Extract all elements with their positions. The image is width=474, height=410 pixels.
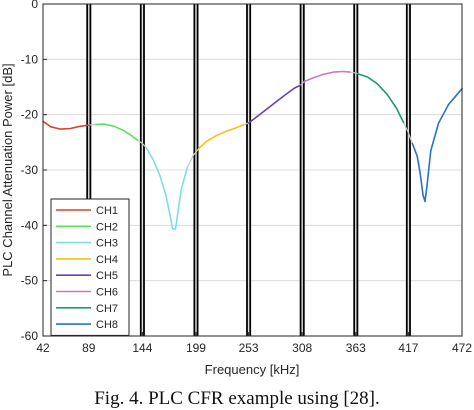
series-line-ch3 <box>145 147 188 230</box>
legend-label-ch5: CH5 <box>96 270 118 282</box>
x-tick-label-7: 417 <box>398 341 418 355</box>
series-line-ch5 <box>247 84 301 124</box>
x-axis-label: Frequency [kHz] <box>205 362 300 377</box>
legend-label-ch8: CH8 <box>96 319 118 331</box>
y-tick-label-1: -10 <box>21 52 39 66</box>
x-tick-label-1: 89 <box>82 341 96 355</box>
legend-label-ch1: CH1 <box>96 205 118 217</box>
figure-caption: Fig. 4. PLC CFR example using [28]. <box>94 388 380 409</box>
x-axis-ticks: 42 89 144 199 253 308 363 417 472 <box>36 332 472 355</box>
x-tick-label-8: 472 <box>452 341 472 355</box>
x-tick-label-6: 363 <box>346 341 366 355</box>
x-tick-label-4: 253 <box>239 341 259 355</box>
series-line-ch6 <box>303 70 351 83</box>
y-tick-label-6: -60 <box>21 329 39 343</box>
gap-segment-2 <box>186 148 200 169</box>
x-tick-label-2: 144 <box>132 341 152 355</box>
band-edges <box>86 4 411 336</box>
x-tick-label-5: 308 <box>292 341 312 355</box>
series-line-ch2 <box>94 123 139 141</box>
x-tick-label-0: 42 <box>36 341 50 355</box>
legend-box <box>50 198 130 336</box>
y-axis-ticks: 0 -10 -20 -30 -40 -50 -60 <box>21 0 47 343</box>
series-line-ch4 <box>198 123 245 150</box>
legend-label-ch4: CH4 <box>96 254 118 266</box>
legend-label-ch3: CH3 <box>96 238 118 250</box>
gap-segment-6 <box>402 122 413 144</box>
x-tick-label-3: 199 <box>186 341 206 355</box>
y-tick-label-2: -20 <box>21 108 39 122</box>
y-axis-label: PLC Channel Attenuation Power [dB] <box>0 63 15 276</box>
legend-label-ch7: CH7 <box>96 303 118 315</box>
series-line-ch7 <box>356 72 405 124</box>
legend-label-ch6: CH6 <box>96 287 118 299</box>
y-tick-label-5: -50 <box>21 274 39 288</box>
gap-segment-1 <box>137 139 147 149</box>
legend: CH1 CH2 CH3 CH4 CH5 CH6 CH7 CH8 <box>50 198 130 336</box>
legend-label-ch2: CH2 <box>96 221 118 233</box>
gap-segment-4 <box>299 81 305 86</box>
series-line-ch1 <box>42 120 90 130</box>
gap-segment-0 <box>88 124 96 126</box>
gap-segment-5 <box>349 71 358 75</box>
series-lines <box>42 70 463 230</box>
series-line-ch8 <box>411 87 463 203</box>
y-tick-label-0: 0 <box>31 0 38 11</box>
y-tick-label-4: -40 <box>21 218 39 232</box>
y-tick-label-3: -30 <box>21 163 39 177</box>
